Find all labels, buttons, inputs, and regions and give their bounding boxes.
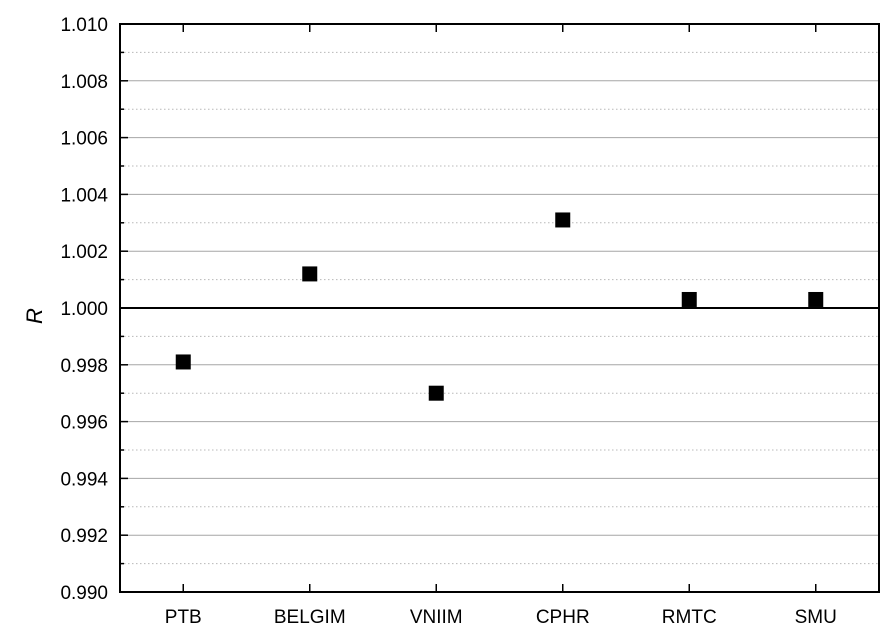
- y-axis-tick-labels: 0.990 0.992 0.994 0.996 0.998 1.000 1.002 1.004…: [60, 15, 108, 604]
- x-axis-ticks: [182, 24, 817, 592]
- y-tick-label: 1.004: [60, 185, 108, 206]
- y-tick-label: 0.996: [60, 413, 108, 434]
- x-tick-label: CPHR: [536, 607, 590, 628]
- data-point: [428, 385, 444, 401]
- x-tick-label: PTB: [165, 607, 202, 628]
- x-tick-label: SMU: [795, 607, 837, 628]
- x-tick-label: VNIIM: [410, 607, 463, 628]
- y-tick-label: 1.002: [60, 242, 108, 263]
- data-point: [681, 291, 697, 307]
- data-point: [302, 266, 318, 282]
- x-axis-tick-labels: PTB BELGIM VNIIM CPHR RMTC SMU: [165, 607, 837, 628]
- major-gridlines: [120, 80, 879, 536]
- y-tick-label: 0.998: [60, 356, 108, 377]
- data-point: [808, 291, 824, 307]
- minor-gridlines: [120, 51, 879, 565]
- y-axis-title: R: [22, 308, 47, 324]
- x-tick-label: BELGIM: [274, 607, 346, 628]
- y-tick-label: 0.990: [60, 583, 108, 604]
- y-tick-label: 0.994: [60, 469, 108, 490]
- x-tick-label: RMTC: [662, 607, 717, 628]
- data-points: [175, 212, 824, 401]
- data-point: [175, 354, 191, 370]
- y-axis-ticks: [120, 23, 128, 593]
- y-tick-label: 0.992: [60, 526, 108, 547]
- y-tick-label: 1.000: [60, 299, 108, 320]
- y-tick-label: 1.008: [60, 72, 108, 93]
- y-tick-label: 1.006: [60, 129, 108, 150]
- data-point: [555, 212, 571, 228]
- y-tick-label: 1.010: [60, 15, 108, 36]
